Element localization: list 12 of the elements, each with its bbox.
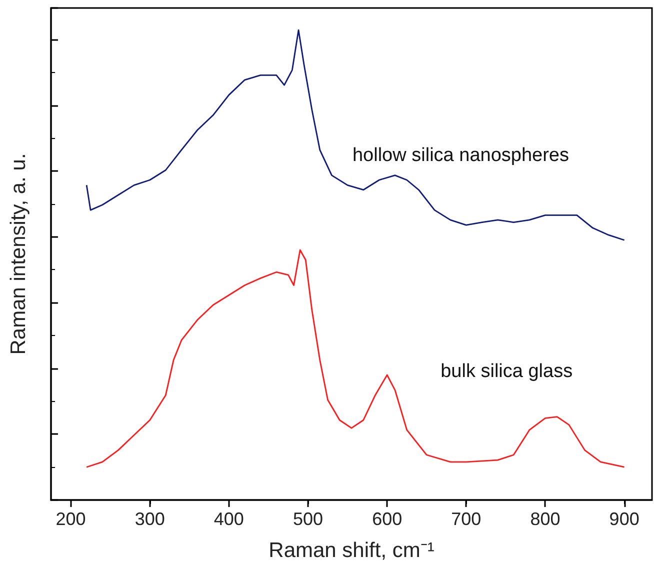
x-tick-label: 700 xyxy=(451,509,482,529)
y-axis-title: Raman intensity, a. u. xyxy=(7,153,30,355)
series-label: bulk silica glass xyxy=(440,361,573,382)
x-tick-label: 900 xyxy=(609,509,640,529)
x-axis-title: Raman shift, cm⁻¹ xyxy=(268,539,434,562)
series-label: hollow silica nanospheres xyxy=(352,144,569,166)
x-tick-label: 200 xyxy=(56,509,86,529)
x-tick-label: 800 xyxy=(530,509,560,529)
x-tick-label: 600 xyxy=(372,509,402,529)
x-tick-label: 400 xyxy=(214,509,244,529)
x-tick-label: 300 xyxy=(134,509,165,529)
x-tick-label: 500 xyxy=(292,509,324,529)
